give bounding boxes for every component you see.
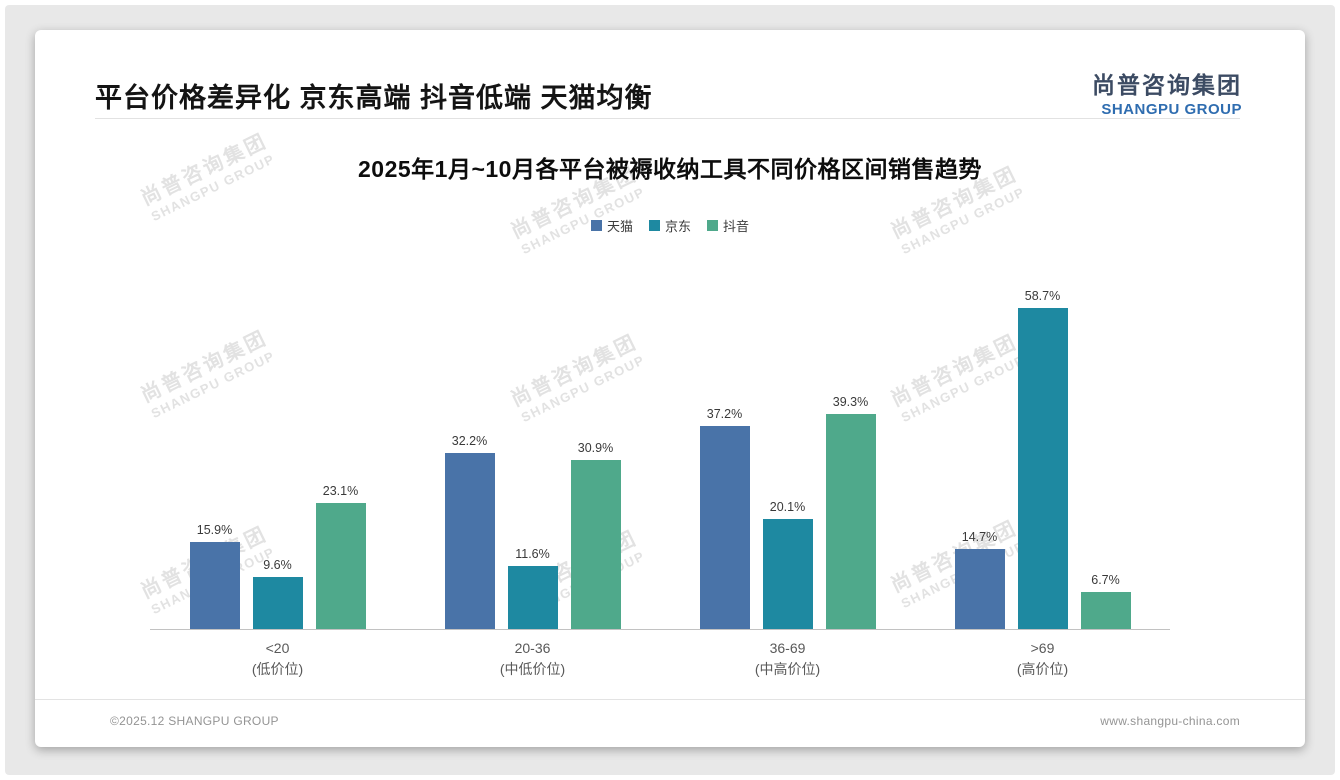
category-label-main: 36-69 [769,640,806,656]
bar-京东 [507,565,558,629]
bar-value-label: 39.3% [832,395,869,410]
bar-京东 [252,576,303,629]
logo-text-cn: 尚普咨询集团 [1092,72,1242,98]
bar-group: 37.2% 20.1% 39.3% [699,395,876,629]
category-label-sub: (低价位) [251,661,304,677]
bar-value-label: 15.9% [196,523,233,537]
bar-group: 15.9% 9.6% 23.1% [189,483,366,629]
legend-item: 天猫 [590,216,633,235]
bar-抖音 [315,502,366,629]
bar-京东 [762,519,813,629]
category-axis: <20 (低价位) 20-36 (中低价位) 36-69 (中高价位) >69 (高价位) [150,638,1170,680]
bar-天猫 [954,548,1005,629]
bar-wrap: 39.3% [825,395,876,629]
bar-天猫 [444,452,495,629]
bar-wrap: 6.7% [1080,573,1131,629]
legend-label: 京东 [664,219,691,234]
bar-value-label: 6.7% [1091,573,1120,588]
legend-swatch [707,220,718,231]
category-label: <20 (低价位) [188,638,368,680]
bar-京东 [1017,308,1068,629]
category-label: 36-69 (中高价位) [698,638,878,680]
bar-wrap: 9.6% [252,557,303,629]
bar-value-label: 14.7% [961,529,998,544]
legend-item: 抖音 [707,216,749,235]
category-label: >69 (高价位) [953,638,1133,680]
header: 平台价格差异化 京东高端 抖音低端 天猫均衡 尚普咨询集团 SHANGPU GR… [95,60,1245,120]
bar-group: 14.7% 58.7% 6.7% [954,289,1131,629]
bar-value-label: 58.7% [1024,289,1061,303]
bar-天猫 [699,425,750,629]
plot-area: 15.9% 9.6% 23.1% 32.2% 11.6% 30.9% 37.2% 20.1% 3… [150,280,1170,630]
legend-label: 天猫 [606,219,633,234]
legend: 天猫 京东 抖音 [35,216,1305,235]
bar-value-label: 20.1% [769,500,806,515]
bar-wrap: 58.7% [1017,289,1068,629]
header-divider [95,118,1240,119]
bar-value-label: 37.2% [706,406,743,421]
logo-text-en: SHANGPU GROUP [1101,101,1242,118]
bar-天猫 [189,542,240,629]
category-label-sub: (高价位) [1016,661,1069,677]
category-label-sub: (中高价位) [754,661,821,677]
bar-wrap: 30.9% [570,441,621,629]
bar-wrap: 14.7% [954,529,1005,629]
bar-group: 32.2% 11.6% 30.9% [444,433,621,629]
category-label-main: >69 [1030,640,1055,656]
legend-swatch [590,220,602,231]
footer-website: www.shangpu-china.com [1100,714,1240,728]
bar-抖音 [825,414,876,629]
legend-label: 抖音 [723,219,750,234]
footer: ©2025.12 SHANGPU GROUP www.shangpu-china… [110,714,1240,728]
footer-copyright: ©2025.12 SHANGPU GROUP [110,714,279,728]
bar-value-label: 32.2% [451,433,488,448]
category-label-sub: (中低价位) [499,661,566,677]
bar-value-label: 30.9% [577,441,614,455]
bar-抖音 [1080,592,1131,629]
page-title: 平台价格差异化 京东高端 抖音低端 天猫均衡 [95,83,653,113]
category-label-main: <20 [265,640,290,656]
bar-value-label: 11.6% [515,546,550,561]
bar-wrap: 37.2% [699,406,750,629]
company-logo: 尚普咨询集团 SHANGPU GROUP [1092,66,1242,118]
bar-wrap: 20.1% [762,500,813,629]
legend-item: 京东 [648,216,691,235]
legend-swatch [648,220,660,231]
chart-title: 2025年1月~10月各平台被褥收纳工具不同价格区间销售趋势 [358,156,982,182]
bar-抖音 [570,460,621,629]
footer-divider [35,699,1305,700]
bar-wrap: 15.9% [189,523,240,629]
bar-wrap: 11.6% [507,546,558,629]
bar-wrap: 23.1% [315,483,366,629]
bar-wrap: 32.2% [444,433,495,629]
bar-value-label: 9.6% [263,557,292,572]
category-label: 20-36 (中低价位) [443,638,623,680]
category-label-main: 20-36 [514,640,551,656]
bar-value-label: 23.1% [322,483,359,498]
slide-card: 尚普咨询集团 SHANGPU GROUP 尚普咨询集团 SHANGPU GROUP 尚普… [35,30,1305,747]
